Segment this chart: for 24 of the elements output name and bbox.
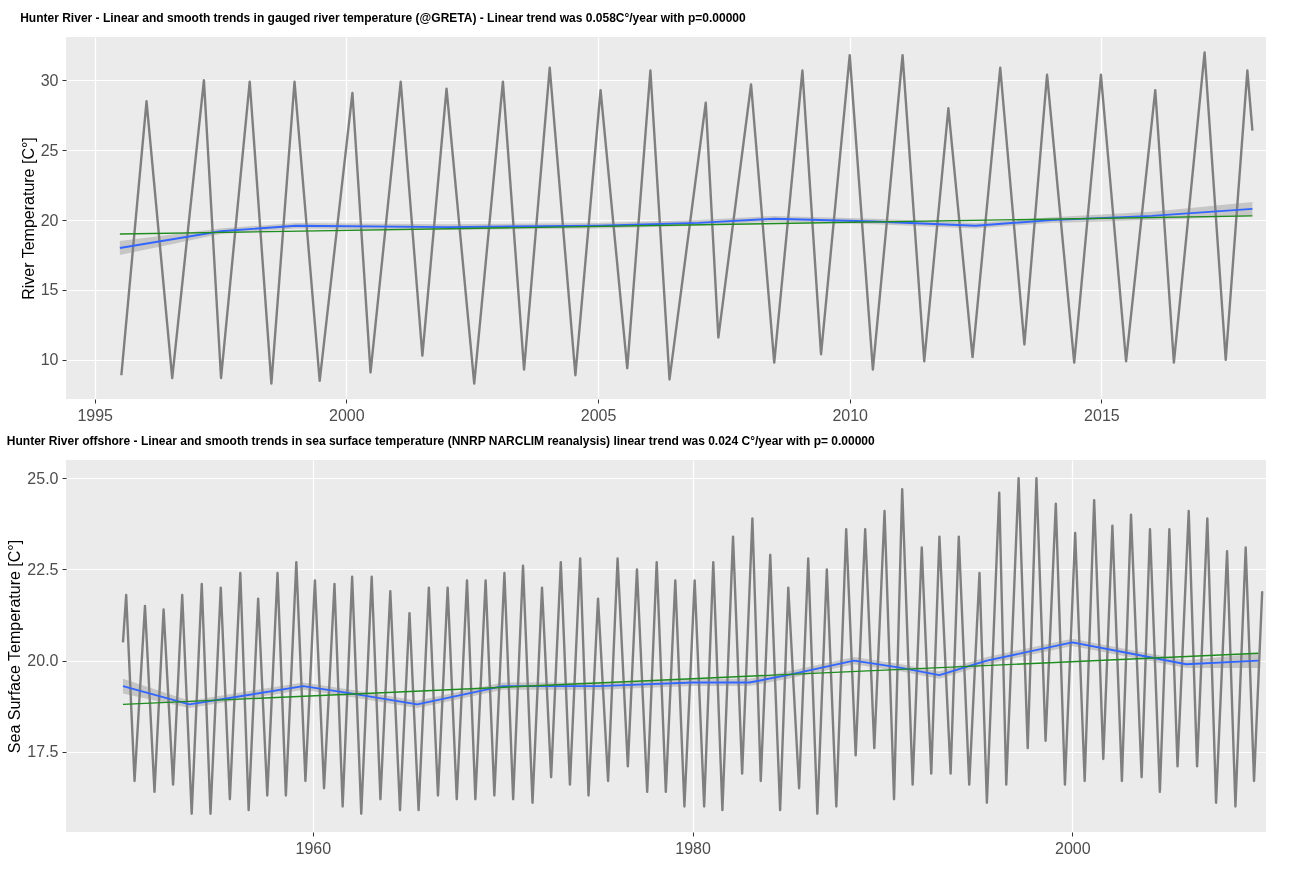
y-tick-label: 15 [40,281,59,299]
y-tick-label: 20 [40,211,59,229]
y-tick-label: 30 [40,71,59,89]
x-tick-label: 2015 [1084,406,1120,424]
x-tick-label: 1980 [675,839,711,857]
y-tick-label: 22.5 [27,560,59,578]
line-series [120,51,1254,385]
y-tick-label: 25 [40,141,59,159]
chart-title: Hunter River - Linear and smooth trends in gauged river temperature (@GRETA) - Linear trend was 0.058C°/year with p=0.00000 [20,11,746,25]
x-tick-label: 1960 [295,839,332,857]
x-tick-label: 2000 [1055,839,1091,857]
y-tick-label: 25.0 [27,469,59,487]
x-tick-label: 1995 [77,406,114,424]
line-series [118,207,1254,249]
y-axis-title: Sea Surface Temperature [C°] [6,539,24,754]
chart-title: Hunter River offshore - Linear and smooth trends in sea surface temperature (NNRP NARCLIM reanalysis) linear trend was 0.024 C°/year with p= 0.00000 [6,434,876,448]
y-tick-label: 20.0 [27,652,59,670]
x-tick-label: 2000 [329,406,365,424]
y-axis-title: River Temperature [C°] [19,137,37,300]
line-series [121,477,1264,815]
y-tick-label: 10 [40,351,59,369]
x-tick-label: 2005 [580,406,617,424]
y-tick-label: 17.5 [27,743,59,761]
x-tick-label: 2010 [832,406,869,424]
